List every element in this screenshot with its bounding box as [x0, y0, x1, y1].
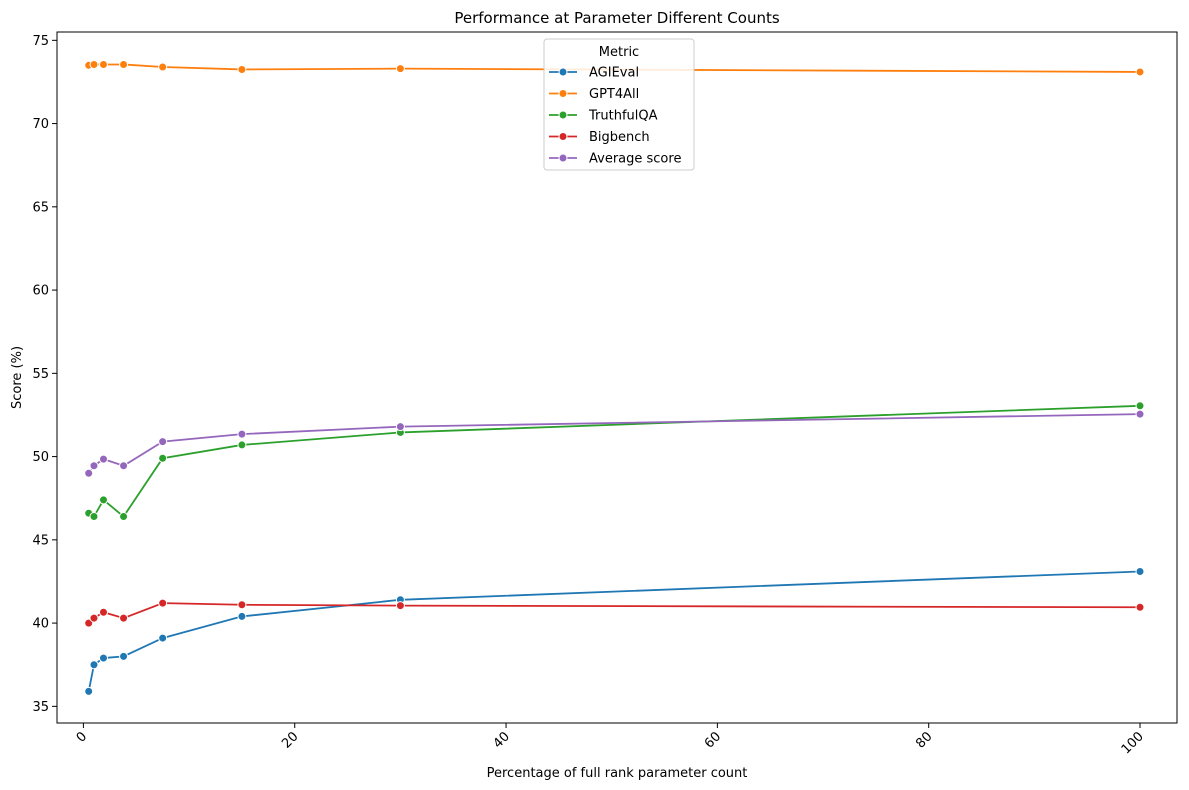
series-line: [88, 602, 1141, 624]
legend-item: Average score: [549, 152, 681, 167]
legend: Metric AGIEval GPT4All TruthfulQA Bigbench Av…: [543, 38, 695, 171]
y-tick-label: 50: [32, 450, 49, 465]
series-gpt4all: [84, 59, 1145, 77]
y-tick-label: 70: [32, 117, 49, 132]
data-point: [237, 440, 247, 450]
data-point: [158, 62, 168, 72]
legend-box: [543, 38, 695, 171]
series-agieval: [84, 566, 1145, 696]
y-tick-label: 60: [32, 284, 49, 299]
data-point: [395, 601, 405, 611]
legend-marker: [558, 153, 568, 163]
data-point: [89, 512, 99, 522]
data-point: [89, 59, 99, 69]
data-point: [89, 461, 99, 471]
data-point: [158, 437, 168, 447]
y-tick-label: 35: [32, 700, 49, 715]
data-point: [89, 613, 99, 623]
data-point: [158, 598, 168, 608]
legend-label: GPT4All: [589, 87, 639, 102]
legend-title: Metric: [599, 45, 639, 60]
plot-border: [56, 31, 1178, 724]
legend-marker: [558, 89, 568, 98]
data-point: [237, 611, 247, 621]
x-tick-label: 80: [913, 729, 935, 751]
data-point: [119, 613, 129, 623]
legend-label: Average score: [589, 152, 681, 167]
y-tick-label: 65: [32, 200, 49, 215]
legend-marker: [558, 132, 568, 141]
data-point: [1135, 602, 1145, 612]
data-point: [237, 600, 247, 610]
x-axis-label: Percentage of full rank parameter count: [487, 766, 748, 781]
legend-label: TruthfulQA: [588, 109, 658, 124]
data-point: [1135, 409, 1145, 419]
data-point: [237, 429, 247, 439]
data-point: [158, 633, 168, 643]
data-point: [119, 512, 129, 522]
y-tick-label: 40: [32, 617, 49, 632]
data-point: [84, 686, 94, 696]
data-point: [89, 660, 99, 670]
x-tick-label: 60: [702, 729, 724, 751]
data-point: [1135, 67, 1145, 77]
data-point: [98, 59, 108, 69]
legend-marker: [558, 67, 568, 77]
series-bigbench: [84, 598, 1145, 628]
data-point: [395, 422, 405, 432]
data-point: [1135, 566, 1145, 576]
data-point: [84, 468, 94, 478]
data-point: [237, 64, 247, 74]
y-axis-label: Score (%): [10, 346, 25, 409]
data-point: [119, 59, 129, 69]
data-point: [98, 653, 108, 663]
y-tick-label: 55: [32, 367, 49, 382]
x-tick-label: 100: [1119, 729, 1147, 757]
data-point: [98, 454, 108, 464]
series-layer: [84, 59, 1145, 696]
legend-label: Bigbench: [589, 130, 650, 145]
series-truthfulqa: [84, 401, 1145, 522]
data-point: [98, 607, 108, 617]
x-tick-label: 0: [74, 729, 90, 745]
y-axis: 35 40 45 50 55 60 65 70 75: [32, 34, 57, 715]
x-tick-label: 40: [491, 729, 513, 751]
y-tick-label: 75: [32, 34, 49, 49]
series-line: [87, 570, 1141, 692]
series-average-score: [84, 409, 1145, 478]
chart-title: Performance at Parameter Different Count…: [454, 9, 780, 27]
data-point: [119, 461, 129, 471]
legend-item: AGIEval: [549, 66, 639, 81]
data-point: [1135, 401, 1145, 411]
y-tick-label: 45: [32, 533, 49, 548]
data-point: [119, 651, 129, 661]
data-point: [158, 453, 168, 463]
legend-label: AGIEval: [589, 66, 639, 81]
legend-item: TruthfulQA: [549, 109, 658, 124]
legend-marker: [558, 110, 568, 120]
data-point: [395, 64, 405, 74]
x-tick-label: 20: [279, 729, 301, 751]
legend-item: Bigbench: [549, 130, 650, 145]
data-point: [98, 495, 108, 505]
plot-frame: [56, 31, 1178, 724]
x-axis: 0 20 40 60 80 100: [74, 723, 1147, 757]
legend-item: GPT4All: [549, 87, 639, 102]
